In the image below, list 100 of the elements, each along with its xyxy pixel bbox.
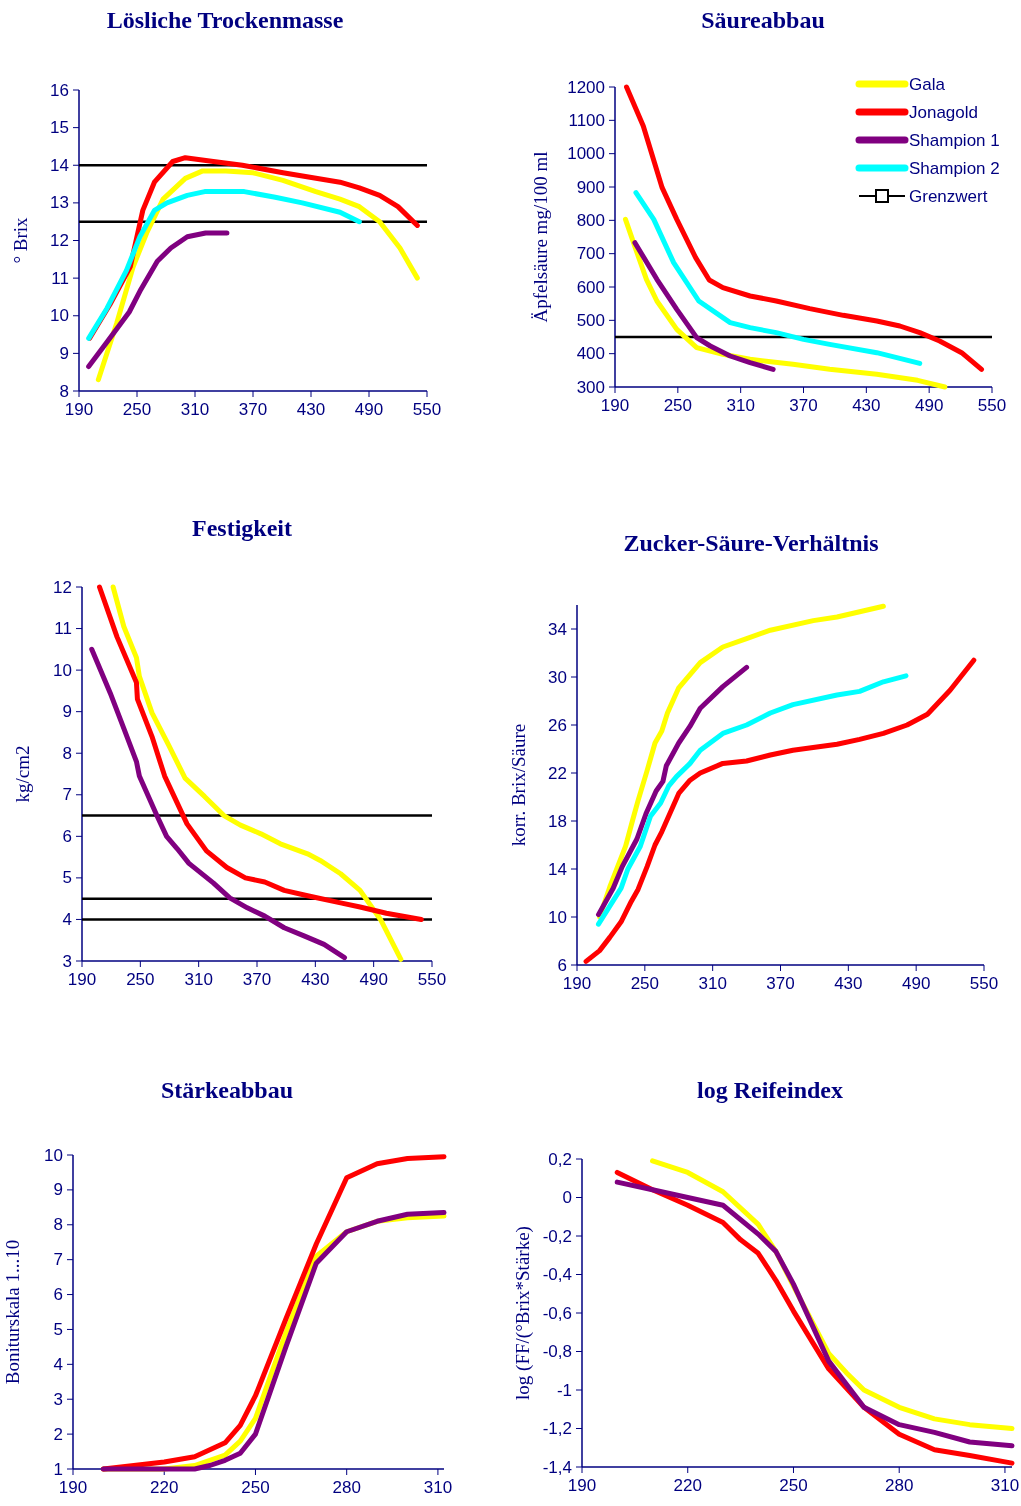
y-tick-label: -1,2 — [542, 1419, 572, 1438]
x-tick-label: 430 — [834, 974, 863, 993]
x-tick-label: 250 — [779, 1476, 808, 1495]
y-tick-label: 4 — [53, 1354, 63, 1374]
x-tick-label: 490 — [359, 970, 388, 989]
y-tick-label: 500 — [576, 310, 605, 330]
chart-title: Säureabbau — [701, 7, 825, 33]
x-tick-label: 490 — [901, 974, 931, 993]
y-tick-label: 14 — [50, 155, 69, 175]
y-tick-label: 6 — [53, 1285, 63, 1305]
y-tick-label: 9 — [59, 343, 69, 363]
y-tick-label: 15 — [50, 118, 69, 138]
x-tick-label: 490 — [354, 400, 384, 419]
y-tick-label: 14 — [548, 859, 567, 879]
y-tick-label: 800 — [576, 210, 605, 230]
y-tick-label: 22 — [548, 763, 567, 783]
y-tick-label: 700 — [576, 244, 605, 264]
legend-label: Shampion 2 — [909, 158, 1000, 178]
x-tick-label: 370 — [789, 396, 818, 415]
y-tick-label: 7 — [53, 1250, 63, 1270]
y-tick-label: 6 — [62, 826, 72, 846]
y-tick-label: -1 — [556, 1380, 572, 1400]
x-tick-label: 430 — [301, 970, 330, 989]
x-tick-label: 250 — [241, 1478, 270, 1497]
y-tick-label: 3 — [62, 951, 72, 971]
x-tick-label: 220 — [673, 1476, 702, 1495]
y-tick-label: 10 — [50, 306, 69, 326]
x-tick-label: 310 — [726, 396, 755, 415]
y-tick-label: 900 — [576, 177, 605, 197]
x-tick-label: 310 — [423, 1478, 453, 1497]
y-tick-label: 11 — [51, 268, 69, 288]
x-tick-label: 280 — [332, 1478, 361, 1497]
x-tick-label: 550 — [417, 970, 447, 989]
x-tick-label: 190 — [64, 400, 94, 419]
x-tick-label: 190 — [600, 396, 630, 415]
y-axis-title: log (FF/(°Brix*Stärke) — [511, 1226, 534, 1400]
legend-label: Gala — [909, 74, 946, 94]
y-tick-label: 4 — [62, 909, 72, 929]
y-axis-title: ° Brix — [9, 216, 31, 264]
y-tick-label: 8 — [59, 381, 69, 401]
y-tick-label: 1100 — [568, 110, 605, 130]
y-tick-label: 0 — [562, 1188, 572, 1207]
x-tick-label: 550 — [977, 396, 1007, 415]
y-tick-label: -0,6 — [542, 1303, 572, 1323]
y-tick-label: 16 — [50, 80, 69, 100]
y-tick-label: 2 — [53, 1424, 63, 1444]
y-tick-label: 9 — [62, 702, 72, 722]
x-tick-label: 370 — [766, 974, 795, 993]
y-tick-label: 26 — [548, 715, 567, 735]
y-tick-label: 18 — [548, 811, 567, 831]
x-tick-label: 310 — [698, 974, 727, 993]
x-tick-label: 550 — [969, 974, 999, 993]
chart-title: Festigkeit — [192, 515, 292, 541]
x-tick-label: 280 — [885, 1476, 914, 1495]
chart-title: Zucker-Säure-Verhältnis — [623, 530, 879, 556]
x-tick-label: 250 — [126, 970, 155, 989]
x-tick-label: 310 — [184, 970, 213, 989]
y-tick-label: 3 — [53, 1389, 63, 1409]
chart-title: Lösliche Trockenmasse — [106, 7, 344, 33]
x-tick-label: 430 — [296, 400, 326, 419]
y-tick-label: 8 — [53, 1215, 63, 1235]
legend-label: Grenzwert — [909, 186, 988, 206]
y-tick-label: -0,4 — [542, 1265, 572, 1284]
y-tick-label: 12 — [53, 577, 72, 597]
chart-title: log Reifeindex — [697, 1077, 843, 1103]
y-tick-label: 11 — [54, 619, 72, 639]
y-tick-label: -1,4 — [542, 1457, 572, 1477]
x-tick-label: 370 — [238, 400, 268, 419]
y-tick-label: 7 — [62, 785, 72, 805]
y-tick-label: 10 — [548, 907, 567, 927]
y-tick-label: 400 — [576, 344, 605, 364]
y-tick-label: 30 — [548, 667, 567, 687]
legend-label: Jonagold — [909, 102, 979, 122]
y-tick-label: 5 — [53, 1319, 63, 1339]
legend-label: Shampion 1 — [909, 130, 1000, 150]
y-tick-label: 1200 — [567, 77, 605, 97]
x-tick-label: 550 — [412, 400, 442, 419]
y-tick-label: 13 — [50, 193, 69, 213]
y-tick-label: 10 — [44, 1145, 63, 1165]
chart-title: Stärkeabbau — [160, 1077, 294, 1103]
x-tick-label: 190 — [67, 970, 97, 989]
x-tick-label: 190 — [567, 1476, 597, 1495]
y-tick-label: 8 — [62, 743, 72, 763]
x-tick-label: 250 — [122, 400, 152, 419]
x-tick-label: 310 — [180, 400, 210, 419]
y-axis-title: Boniturskala 1...10 — [1, 1239, 23, 1385]
x-tick-label: 490 — [914, 396, 944, 415]
y-tick-label: -0,2 — [542, 1226, 572, 1246]
x-tick-label: 310 — [990, 1476, 1020, 1495]
y-tick-label: -0,8 — [542, 1342, 572, 1361]
y-tick-label: 1000 — [567, 144, 605, 164]
x-tick-label: 190 — [58, 1478, 88, 1497]
x-tick-label: 190 — [562, 974, 592, 993]
y-tick-label: 5 — [62, 868, 72, 888]
y-tick-label: 300 — [576, 377, 605, 397]
y-tick-label: 600 — [576, 277, 605, 297]
x-tick-label: 250 — [663, 396, 693, 415]
x-tick-label: 220 — [150, 1478, 179, 1497]
y-tick-label: 6 — [557, 955, 567, 975]
y-axis-title: Äpfelsäure mg/100 ml — [529, 151, 551, 323]
